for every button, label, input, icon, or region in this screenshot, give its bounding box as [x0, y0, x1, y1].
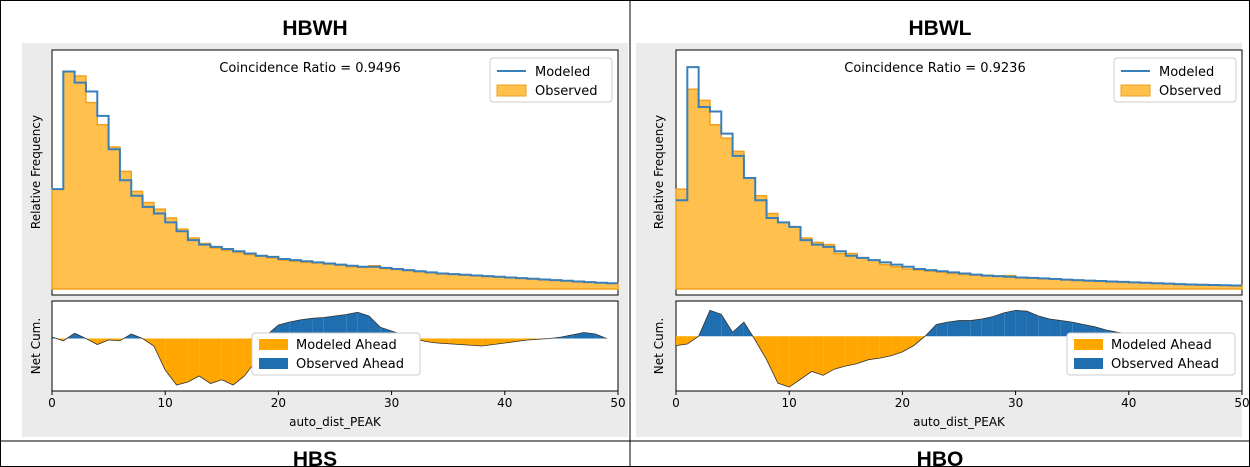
y-axis-label-bottom: Net Cum. — [652, 318, 666, 374]
y-axis-label-top: Relative Frequency — [652, 115, 666, 229]
modeled-ahead-segment — [789, 336, 801, 388]
modeled-ahead-segment — [868, 336, 880, 360]
modeled-ahead-segment — [857, 336, 869, 364]
observed-ahead-segment — [992, 312, 1005, 337]
modeled-ahead-segment — [879, 336, 892, 359]
legend-modeled-ahead-swatch — [259, 339, 288, 350]
modeled-ahead-segment — [755, 336, 767, 360]
modeled-ahead-segment — [187, 338, 200, 382]
coincidence-ratio: Coincidence Ratio = 0.9236 — [844, 61, 1025, 76]
x-axis-ticks: 0 10 20 30 40 50 — [672, 391, 1250, 410]
legend-observed-label: Observed — [1159, 84, 1222, 99]
legend-modeled-ahead-label: Modeled Ahead — [296, 338, 397, 353]
modeled-ahead-segment — [199, 338, 211, 384]
x-tick-label: 50 — [1234, 396, 1249, 410]
observed-ahead-segment — [1060, 320, 1073, 337]
legend-modeled-ahead-label: Modeled Ahead — [1111, 338, 1212, 353]
modeled-ahead-segment — [811, 336, 824, 376]
top-legend: Modeled Observed — [489, 57, 613, 103]
legend-observed-swatch — [496, 84, 527, 97]
x-tick-label: 30 — [1008, 396, 1023, 410]
panel-title-0: HBWH — [282, 17, 347, 40]
modeled-ahead-segment — [800, 336, 812, 380]
modeled-ahead-segment — [845, 336, 858, 366]
x-axis-label: auto_dist_PEAK — [289, 415, 382, 429]
legend-observed-label: Observed — [535, 84, 598, 99]
legend-observed-ahead-label: Observed Ahead — [296, 357, 404, 372]
x-tick-label: 10 — [158, 396, 173, 410]
modeled-ahead-segment — [902, 336, 914, 352]
x-tick-label: 40 — [1121, 396, 1136, 410]
x-axis-label: auto_dist_PEAK — [913, 415, 1006, 429]
panel-title-1: HBWL — [909, 17, 972, 40]
observed-ahead-segment — [572, 332, 585, 339]
modeled-ahead-segment — [470, 338, 483, 346]
observed-ahead-segment — [346, 312, 358, 339]
modeled-ahead-segment — [153, 338, 166, 370]
observed-ahead-segment — [1049, 319, 1061, 337]
x-axis-ticks: 0 10 20 30 40 50 — [48, 391, 626, 410]
x-tick-label: 10 — [782, 396, 797, 410]
observed-ahead-segment — [357, 312, 369, 339]
observed-ahead-segment — [721, 314, 733, 337]
bottom-label-0: HBS — [293, 448, 337, 467]
y-axis-label-bottom: Net Cum. — [29, 318, 43, 374]
x-tick-label: 40 — [497, 396, 512, 410]
observed-ahead-segment — [1026, 311, 1039, 337]
observed-ahead-segment — [981, 316, 993, 337]
modeled-ahead-segment — [459, 338, 471, 346]
chart-panel-0: 0 10 20 30 40 50 Coincidence Ratio = 0.9496 a… — [22, 43, 628, 437]
observed-ahead-segment — [709, 310, 722, 337]
observed-ahead-segment — [1038, 315, 1050, 337]
observed-ahead-segment — [1015, 310, 1027, 337]
observed-ahead-segment — [959, 320, 971, 337]
legend-observed-swatch — [1120, 84, 1151, 97]
x-tick-label: 0 — [672, 396, 680, 410]
modeled-ahead-segment — [766, 336, 778, 384]
net-cum-outline — [51, 311, 607, 386]
modeled-ahead-segment — [891, 336, 903, 356]
modeled-step-line — [676, 66, 1242, 287]
y-axis-label-top: Relative Frequency — [29, 115, 43, 229]
top-legend: Modeled Observed — [1113, 57, 1237, 103]
modeled-ahead-segment — [210, 338, 222, 384]
observed-ahead-segment — [732, 322, 744, 337]
legend-modeled-label: Modeled — [1159, 65, 1214, 80]
net-cum-area — [675, 309, 1231, 388]
bottom-label-1: HBO — [917, 448, 964, 467]
modeled-ahead-segment — [834, 336, 846, 370]
modeled-ahead-segment — [676, 336, 688, 346]
chart-panel-1: 0 10 20 30 40 50 Coincidence Ratio = 0.9236 a… — [636, 43, 1250, 437]
observed-ahead-segment — [970, 319, 982, 337]
x-tick-label: 20 — [895, 396, 910, 410]
modeled-ahead-segment — [436, 338, 449, 344]
modeled-ahead-segment — [233, 338, 245, 385]
legend-observed-ahead-swatch — [1074, 358, 1103, 369]
modeled-ahead-segment — [221, 338, 234, 385]
modeled-ahead-segment — [176, 338, 188, 385]
observed-ahead-segment — [936, 322, 948, 337]
modeled-ahead-segment — [482, 338, 494, 346]
x-tick-label: 50 — [610, 396, 625, 410]
modeled-ahead-segment — [823, 336, 835, 376]
legend-observed-ahead-swatch — [259, 358, 288, 369]
observed-ahead-segment — [947, 320, 959, 337]
bottom-legend: Modeled Ahead Observed Ahead — [251, 332, 421, 376]
modeled-step-line — [52, 70, 618, 285]
legend-modeled-ahead-swatch — [1074, 339, 1103, 350]
legend-modeled-label: Modeled — [535, 65, 590, 80]
x-tick-label: 30 — [384, 396, 399, 410]
modeled-ahead-segment — [448, 338, 460, 345]
legend-observed-ahead-label: Observed Ahead — [1111, 357, 1219, 372]
coincidence-ratio: Coincidence Ratio = 0.9496 — [219, 61, 400, 76]
bottom-legend: Modeled Ahead Observed Ahead — [1066, 332, 1236, 376]
x-tick-label: 0 — [48, 396, 56, 410]
x-tick-label: 20 — [271, 396, 286, 410]
modeled-ahead-segment — [777, 336, 790, 388]
observed-ahead-segment — [1004, 310, 1016, 337]
